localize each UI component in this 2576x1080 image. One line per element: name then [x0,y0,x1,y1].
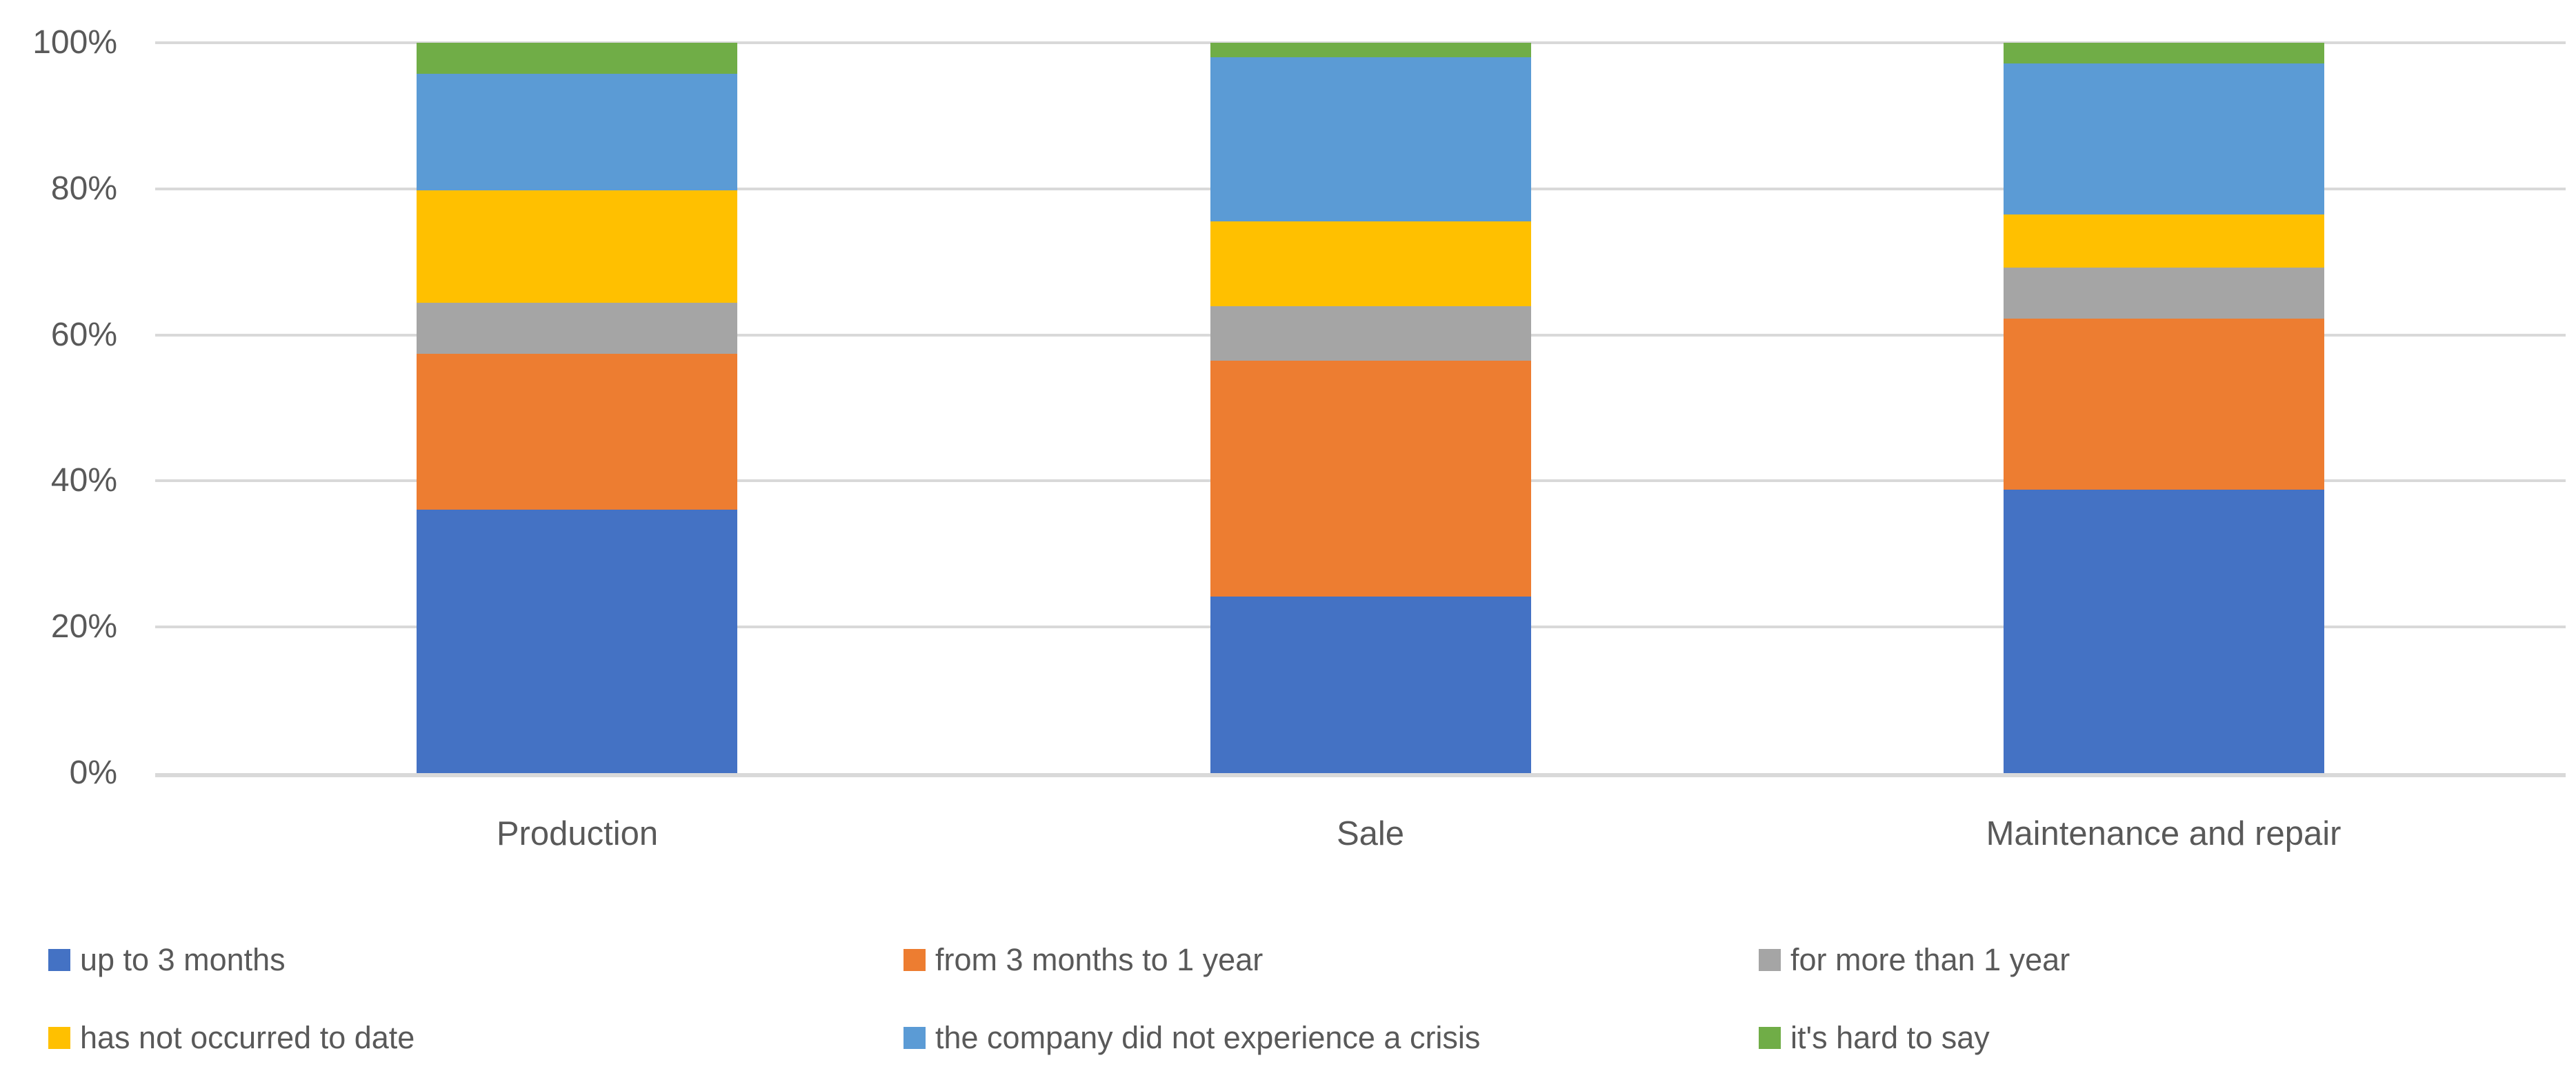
legend-label: from 3 months to 1 year [935,942,1264,977]
y-tick-label-100%: 100% [32,24,117,61]
bar-sale [1210,43,1531,773]
bar-segment-it-s-hard-to-say [1210,43,1531,58]
legend-item-has-not-occurred-to-date: has not occurred to date [48,1017,415,1059]
legend-swatch-icon [1759,1027,1781,1049]
bar-segment-from-3-months-to-1-year [417,354,737,510]
legend-label: for more than 1 year [1790,942,2070,977]
bar-segment-for-more-than-1-year [417,303,737,354]
legend-item-it-s-hard-to-say: it's hard to say [1759,1017,1990,1059]
bar-segment-it-s-hard-to-say [2004,43,2324,63]
category-label-maintenance-and-repair: Maintenance and repair [1986,815,2342,852]
bar-segment-from-3-months-to-1-year [1210,360,1531,597]
gridline-100% [155,41,2566,44]
bar-segment-for-more-than-1-year [2004,268,2324,319]
bar-production [417,43,737,773]
bar-segment-the-company-did-not-experience-a-crisis [2004,63,2324,214]
legend-swatch-icon [48,1027,70,1049]
bar-segment-the-company-did-not-experience-a-crisis [1210,57,1531,222]
gridline-0% [155,773,2566,777]
bar-segment-has-not-occurred-to-date [417,190,737,303]
y-tick-label-80%: 80% [50,170,117,207]
legend-swatch-icon [903,949,926,971]
category-label-production: Production [496,815,659,852]
legend-item-the-company-did-not-experience-a-crisis: the company did not experience a crisis [903,1017,1480,1059]
legend-item-up-to-3-months: up to 3 months [48,939,286,981]
category-label-sale: Sale [1336,815,1405,852]
bar-segment-the-company-did-not-experience-a-crisis [417,73,737,190]
bar-maintenance-and-repair [2004,43,2324,773]
legend-swatch-icon [903,1027,926,1049]
legend-item-for-more-than-1-year: for more than 1 year [1759,939,2070,981]
legend-label: the company did not experience a crisis [935,1020,1481,1055]
y-tick-label-40%: 40% [50,462,117,499]
bar-segment-from-3-months-to-1-year [2004,319,2324,490]
y-tick-label-20%: 20% [50,608,117,646]
y-tick-label-60%: 60% [50,316,117,353]
y-tick-label-0%: 0% [69,754,117,791]
legend-label: it's hard to say [1790,1020,1990,1055]
bar-segment-for-more-than-1-year [1210,306,1531,361]
legend-swatch-icon [1759,949,1781,971]
bar-segment-up-to-3-months [2004,490,2324,773]
bar-segment-up-to-3-months [417,509,737,773]
bar-segment-it-s-hard-to-say [417,43,737,74]
legend-label: has not occurred to date [80,1020,415,1055]
legend-item-from-3-months-to-1-year: from 3 months to 1 year [903,939,1263,981]
bar-segment-has-not-occurred-to-date [1210,221,1531,307]
legend-label: up to 3 months [80,942,286,977]
bar-segment-has-not-occurred-to-date [2004,214,2324,268]
legend-swatch-icon [48,949,70,971]
bar-segment-up-to-3-months [1210,596,1531,773]
